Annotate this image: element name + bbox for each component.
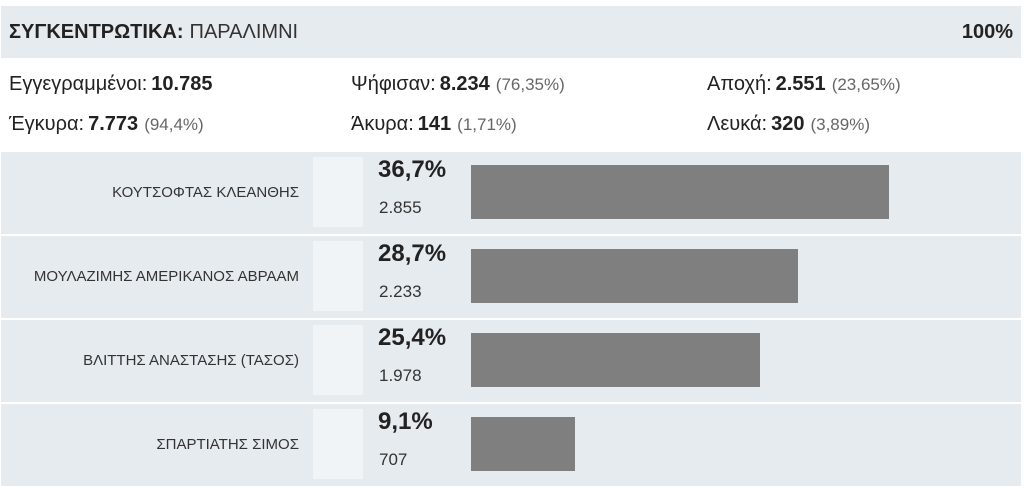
stat-blank-label: Λευκά: [707,113,768,135]
row-divider [1,234,1021,236]
candidate-bar [471,165,889,219]
stat-blank-value: 320 [771,113,805,135]
row-divider [1,318,1021,320]
candidate-percent: 28,7% [378,240,447,267]
stat-blank: Λευκά: 320 (3,89%) [707,110,870,139]
candidate-bar-track [471,333,1016,387]
stat-voted-label: Ψήφισαν: [351,73,436,95]
candidate-votes: 1.978 [379,366,422,385]
header-title: ΣΥΓΚΕΝΤΡΩΤΙΚΑ: ΠΑΡΑΛΙΜΝΙ [9,21,298,44]
stat-invalid-pct: (1,71%) [457,115,517,134]
candidate-row: ΚΟΥΤΣΟΦΤΑΣ ΚΛΕΑΝΘΗΣ 36,7% 2.855 [1,152,1021,234]
stat-voted-pct: (76,35%) [495,75,565,94]
candidate-photo [313,157,363,227]
candidate-bar-track [471,417,1016,471]
candidate-row: ΣΠΑΡΤΙΑΤΗΣ ΣΙΜΟΣ 9,1% 707 [1,404,1021,486]
stat-abstention-value: 2.551 [775,73,826,95]
candidate-bar-track [471,249,1016,303]
summary-row-2: Έγκυρα: 7.773 (94,4%) Άκυρα: 141 (1,71%) Λευ… [9,110,1019,146]
stat-registered-label: Εγγεγραμμένοι: [9,73,148,95]
stat-valid-value: 7.773 [88,113,139,135]
header-title-strong: ΣΥΓΚΕΝΤΡΩΤΙΚΑ: [9,20,184,43]
stat-blank-pct: (3,89%) [810,115,870,134]
stat-registered: Εγγεγραμμένοι: 10.785 [9,70,212,98]
stat-registered-value: 10.785 [151,73,213,95]
candidate-row: ΜΟΥΛΑΖΙΜΗΣ ΑΜΕΡΙΚΑΝΟΣ ΑΒΡΑΑΜ 28,7% 2.233 [1,236,1021,318]
stat-invalid-label: Άκυρα: [351,113,414,135]
stat-abstention: Αποχή: 2.551 (23,65%) [707,70,901,99]
candidate-name: ΜΟΥΛΑΖΙΜΗΣ ΑΜΕΡΙΚΑΝΟΣ ΑΒΡΑΑΜ [33,268,299,285]
summary-row-1: Εγγεγραμμένοι: 10.785 Ψήφισαν: 8.234 (76,35… [9,70,1019,106]
candidate-photo [313,409,363,479]
candidate-percent: 36,7% [378,156,447,183]
candidate-votes: 707 [379,450,408,469]
results-header: ΣΥΓΚΕΝΤΡΩΤΙΚΑ: ΠΑΡΑΛΙΜΝΙ 100% [1,6,1021,58]
candidate-percent: 25,4% [378,324,447,351]
stat-valid-pct: (94,4%) [144,115,204,134]
candidate-bar [471,333,760,387]
stat-valid: Έγκυρα: 7.773 (94,4%) [9,110,204,139]
counted-percent: 100% [961,20,1013,43]
stat-valid-label: Έγκυρα: [9,113,85,135]
stat-abstention-label: Αποχή: [707,73,772,95]
row-divider [1,402,1021,404]
candidate-bar-track [471,165,1016,219]
stat-abstention-pct: (23,65%) [831,75,901,94]
stat-voted-value: 8.234 [439,73,490,95]
candidate-photo [313,325,363,395]
candidate-name: ΒΛΙΤΤΗΣ ΑΝΑΣΤΑΣΗΣ (ΤΑΣΟΣ) [83,352,299,369]
header-place: ΠΑΡΑΛΙΜΝΙ [189,20,299,43]
candidate-percent: 9,1% [378,408,433,435]
turnout-summary: Εγγεγραμμένοι: 10.785 Ψήφισαν: 8.234 (76,35… [1,62,1021,148]
stat-invalid-value: 141 [417,113,452,135]
candidate-name: ΣΠΑΡΤΙΑΤΗΣ ΣΙΜΟΣ [156,436,299,453]
candidate-bar [471,417,575,471]
stat-invalid: Άκυρα: 141 (1,71%) [351,110,517,139]
stat-voted: Ψήφισαν: 8.234 (76,35%) [351,70,565,99]
candidate-bar [471,249,798,303]
candidate-row: ΒΛΙΤΤΗΣ ΑΝΑΣΤΑΣΗΣ (ΤΑΣΟΣ) 25,4% 1.978 [1,320,1021,402]
candidate-name: ΚΟΥΤΣΟΦΤΑΣ ΚΛΕΑΝΘΗΣ [112,184,299,201]
candidate-photo [313,241,363,311]
candidate-votes: 2.855 [379,198,422,217]
candidate-results: ΚΟΥΤΣΟΦΤΑΣ ΚΛΕΑΝΘΗΣ 36,7% 2.855 ΜΟΥΛΑΖΙΜ… [1,152,1021,486]
candidate-votes: 2.233 [379,282,422,301]
